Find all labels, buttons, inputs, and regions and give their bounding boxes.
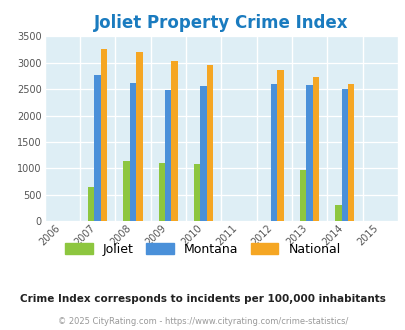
Bar: [277, 70, 283, 221]
Bar: [312, 78, 318, 221]
Bar: [165, 90, 171, 221]
Bar: [271, 84, 277, 221]
Bar: [306, 85, 312, 221]
Bar: [136, 52, 142, 221]
Bar: [200, 86, 206, 221]
Bar: [88, 187, 94, 221]
Bar: [206, 65, 213, 221]
Bar: [341, 89, 347, 221]
Bar: [123, 161, 130, 221]
Bar: [130, 83, 136, 221]
Bar: [171, 61, 177, 221]
Bar: [158, 163, 165, 221]
Text: Crime Index corresponds to incidents per 100,000 inhabitants: Crime Index corresponds to incidents per…: [20, 294, 385, 304]
Bar: [94, 75, 100, 221]
Bar: [299, 170, 306, 221]
Bar: [347, 84, 354, 221]
Bar: [335, 205, 341, 221]
Title: Joliet Property Crime Index: Joliet Property Crime Index: [94, 14, 347, 32]
Bar: [100, 49, 107, 221]
Bar: [194, 164, 200, 221]
Text: © 2025 CityRating.com - https://www.cityrating.com/crime-statistics/: © 2025 CityRating.com - https://www.city…: [58, 317, 347, 326]
Legend: Joliet, Montana, National: Joliet, Montana, National: [60, 238, 345, 261]
